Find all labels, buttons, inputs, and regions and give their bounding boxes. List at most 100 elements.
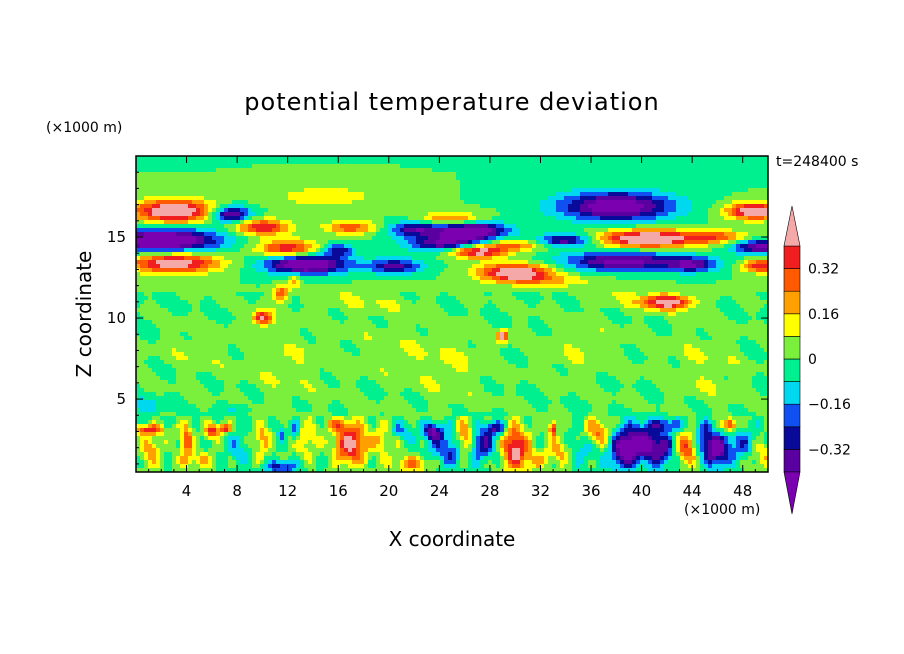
contour-cell: [208, 236, 213, 241]
contour-cell: [272, 220, 277, 225]
contour-cell: [220, 212, 225, 217]
contour-cell: [496, 184, 501, 189]
contour-cell: [624, 204, 629, 209]
contour-cell: [716, 268, 721, 273]
contour-cell: [692, 156, 697, 161]
contour-cell: [412, 208, 417, 213]
contour-cell: [352, 220, 357, 225]
contour-cell: [640, 176, 645, 181]
contour-cell: [756, 248, 761, 253]
contour-cell: [716, 232, 721, 237]
contour-cell: [164, 244, 169, 249]
contour-cell: [592, 260, 597, 265]
contour-cell: [728, 272, 733, 277]
contour-cell: [152, 272, 157, 277]
contour-cell: [420, 212, 425, 217]
contour-cell: [708, 268, 713, 273]
contour-cell: [312, 180, 317, 185]
contour-cell: [728, 164, 733, 169]
contour-cell: [392, 212, 397, 217]
contour-cell: [416, 256, 421, 261]
contour-cell: [364, 244, 369, 249]
contour-cell: [652, 184, 657, 189]
contour-cell: [404, 212, 409, 217]
contour-cell: [764, 240, 768, 245]
contour-cell: [184, 216, 189, 221]
contour-cell: [664, 156, 669, 161]
contour-cell: [396, 248, 401, 253]
contour-cell: [612, 184, 617, 189]
contour-cell: [200, 220, 205, 225]
contour-cell: [160, 196, 165, 201]
contour-cell: [636, 236, 641, 241]
contour-cell: [500, 224, 505, 229]
contour-cell: [608, 236, 613, 241]
contour-cell: [688, 204, 693, 209]
contour-cell: [184, 192, 189, 197]
contour-cell: [212, 188, 217, 193]
contour-cell: [284, 216, 289, 221]
contour-cell: [160, 200, 165, 205]
contour-cell: [196, 204, 201, 209]
contour-cell: [152, 280, 157, 285]
contour-cell: [756, 208, 761, 213]
contour-cell: [356, 200, 361, 205]
contour-cell: [548, 252, 553, 257]
contour-cell: [756, 204, 761, 209]
contour-cell: [760, 236, 765, 241]
contour-cell: [244, 260, 249, 265]
contour-cell: [520, 228, 525, 233]
contour-cell: [236, 176, 241, 181]
contour-cell: [448, 180, 453, 185]
contour-cell: [296, 212, 301, 217]
contour-cell: [624, 232, 629, 237]
contour-cell: [360, 160, 365, 165]
contour-cell: [384, 264, 389, 269]
contour-cell: [632, 232, 637, 237]
contour-cell: [200, 280, 205, 285]
contour-cell: [360, 216, 365, 221]
contour-cell: [304, 272, 309, 277]
contour-cell: [256, 212, 261, 217]
contour-cell: [716, 252, 721, 257]
contour-cell: [644, 268, 649, 273]
contour-cell: [360, 244, 365, 249]
contour-cell: [168, 188, 173, 193]
contour-cell: [348, 240, 353, 245]
contour-cell: [200, 272, 205, 277]
contour-cell: [396, 212, 401, 217]
contour-cell: [640, 228, 645, 233]
contour-cell: [496, 192, 501, 197]
contour-cell: [752, 200, 757, 205]
contour-cell: [572, 256, 577, 261]
contour-cell: [400, 244, 405, 249]
contour-cell: [196, 192, 201, 197]
contour-cell: [244, 196, 249, 201]
contour-cell: [304, 176, 309, 181]
contour-cell: [476, 256, 481, 261]
contour-cell: [592, 180, 597, 185]
contour-cell: [312, 256, 317, 261]
contour-cell: [260, 180, 265, 185]
contour-cell: [152, 256, 157, 261]
contour-cell: [264, 164, 269, 169]
contour-cell: [636, 260, 641, 265]
contour-cell: [204, 180, 209, 185]
contour-cell: [244, 272, 249, 277]
contour-cell: [156, 168, 161, 173]
contour-cell: [724, 212, 729, 217]
contour-cell: [256, 248, 261, 253]
contour-cell: [512, 212, 517, 217]
contour-cell: [636, 224, 641, 229]
contour-cell: [440, 208, 445, 213]
contour-cell: [428, 176, 433, 181]
contour-cell: [504, 192, 509, 197]
contour-cell: [692, 180, 697, 185]
contour-cell: [284, 188, 289, 193]
contour-cell: [636, 264, 641, 269]
contour-cell: [408, 200, 413, 205]
contour-cell: [720, 196, 725, 201]
contour-cell: [344, 236, 349, 241]
contour-cell: [632, 172, 637, 177]
contour-cell: [256, 252, 261, 257]
